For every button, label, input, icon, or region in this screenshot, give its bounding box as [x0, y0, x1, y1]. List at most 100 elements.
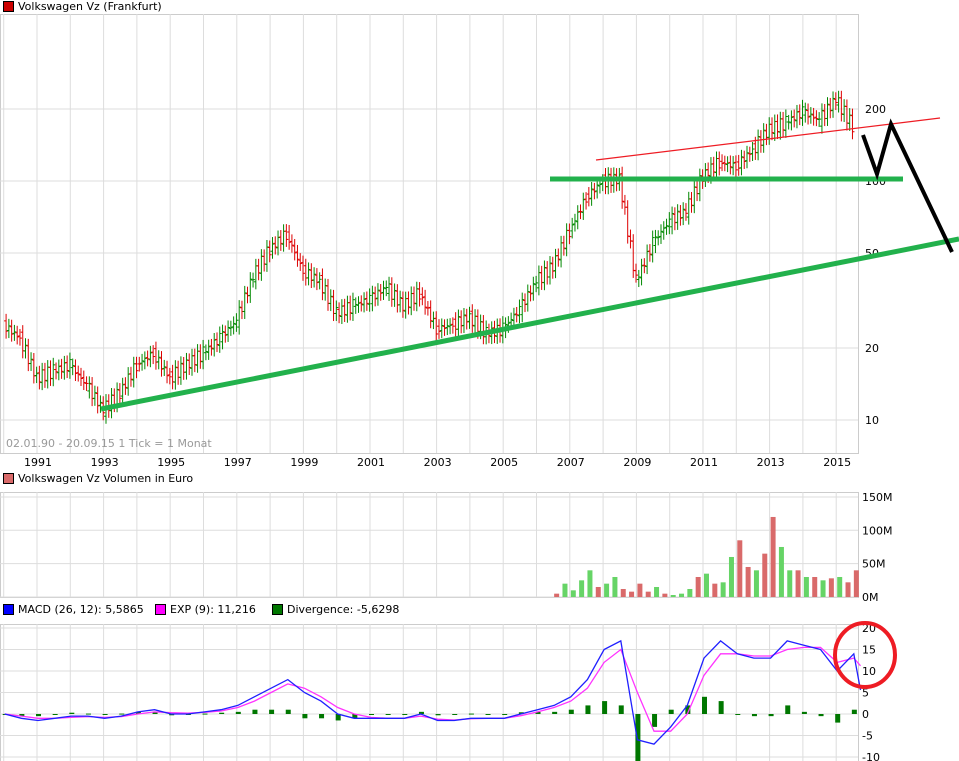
divergence-bar — [119, 713, 125, 715]
price-bar — [792, 109, 797, 128]
price-axis-label: 200 — [865, 103, 886, 116]
price-bar — [384, 280, 389, 297]
price-bar — [214, 332, 219, 353]
price-bar — [120, 377, 125, 404]
price-bar — [15, 325, 20, 345]
price-bar — [839, 90, 844, 122]
volume-bar — [762, 553, 768, 597]
price-bar — [412, 286, 417, 311]
price-bar — [550, 256, 555, 279]
price-bar — [348, 295, 353, 321]
divergence-bar — [585, 705, 591, 714]
price-bar — [520, 292, 525, 323]
price-bar — [631, 234, 636, 278]
price-bar — [26, 338, 31, 372]
price-legend: Volkswagen Vz (Frankfurt) — [3, 0, 162, 13]
divergence-bar — [435, 714, 441, 716]
price-bar — [31, 352, 36, 384]
price-bar — [739, 149, 744, 176]
divergence-bar — [668, 709, 674, 714]
year-axis-label: 2013 — [757, 456, 785, 469]
price-bar — [223, 325, 228, 343]
long-term-support-line — [100, 236, 959, 412]
volume-bar — [695, 576, 701, 597]
divergence-bar — [135, 711, 141, 714]
price-axis-label: 20 — [865, 342, 879, 355]
divergence-bar — [785, 705, 791, 714]
price-bar — [434, 311, 439, 342]
price-bar — [414, 281, 419, 312]
price-bar — [761, 123, 766, 153]
price-bar — [325, 278, 330, 311]
price-bar — [467, 306, 472, 329]
price-bar — [592, 182, 597, 200]
price-bar — [192, 348, 197, 373]
price-bar — [306, 262, 311, 286]
volume-bar — [579, 580, 585, 597]
price-bar — [90, 377, 95, 407]
price-bar — [578, 204, 583, 220]
price-bar — [289, 234, 294, 253]
divergence-bar — [851, 709, 857, 714]
highlight-circle — [833, 621, 897, 689]
price-bar — [425, 301, 430, 316]
price-bar — [48, 360, 53, 386]
price-bar — [828, 97, 833, 119]
price-bar — [561, 235, 566, 256]
price-bar — [4, 313, 9, 339]
exp-swatch-icon — [155, 604, 166, 615]
price-bar — [231, 316, 236, 335]
price-bar — [445, 318, 450, 336]
volume-bar — [828, 578, 834, 597]
macd-legend: MACD (26, 12): 5,5865 — [3, 603, 144, 616]
resistance-trend-line — [595, 117, 941, 161]
price-bar — [278, 230, 283, 251]
price-bar — [109, 387, 114, 419]
volume-bar — [778, 546, 784, 597]
price-bar — [301, 255, 306, 281]
price-bar — [736, 154, 741, 176]
price-bar — [73, 359, 78, 382]
divergence-bar — [418, 711, 424, 714]
price-bar — [406, 291, 411, 315]
price-bar — [556, 248, 561, 267]
price-bar — [470, 304, 475, 333]
exp-line — [4, 646, 861, 732]
price-bar — [661, 221, 666, 240]
price-bar — [117, 383, 122, 406]
price-bar — [134, 356, 139, 379]
price-bar — [481, 315, 486, 345]
price-bar — [542, 260, 547, 291]
price-bar — [381, 280, 386, 300]
price-bar — [392, 283, 397, 307]
price-bar — [87, 376, 92, 399]
price-bar — [295, 244, 300, 267]
price-bar — [298, 253, 303, 271]
volume-bar — [812, 576, 818, 597]
price-bar — [184, 352, 189, 380]
price-bar — [658, 224, 663, 244]
divergence-bar — [36, 714, 41, 717]
price-bar — [448, 318, 453, 335]
divergence-bar — [269, 709, 275, 714]
price-bar — [6, 318, 11, 339]
year-axis-label: 2015 — [823, 456, 851, 469]
price-bar — [20, 325, 25, 359]
price-bar — [681, 202, 686, 226]
exp-legend: EXP (9): 11,216 — [155, 603, 256, 616]
price-bar — [742, 150, 747, 169]
volume-bar — [712, 583, 718, 597]
macd-legend-label: MACD (26, 12): 5,5865 — [18, 603, 144, 616]
volume-bar — [720, 582, 726, 597]
macd-line — [4, 639, 862, 745]
price-bar — [256, 258, 261, 281]
price-bar — [650, 230, 655, 263]
volume-bar — [604, 583, 610, 597]
volume-bar — [570, 590, 576, 597]
year-axis-label: 2011 — [690, 456, 718, 469]
price-bar — [362, 292, 367, 313]
volume-bar — [737, 540, 743, 597]
price-bar — [395, 284, 400, 313]
divergence-bar — [618, 705, 624, 714]
